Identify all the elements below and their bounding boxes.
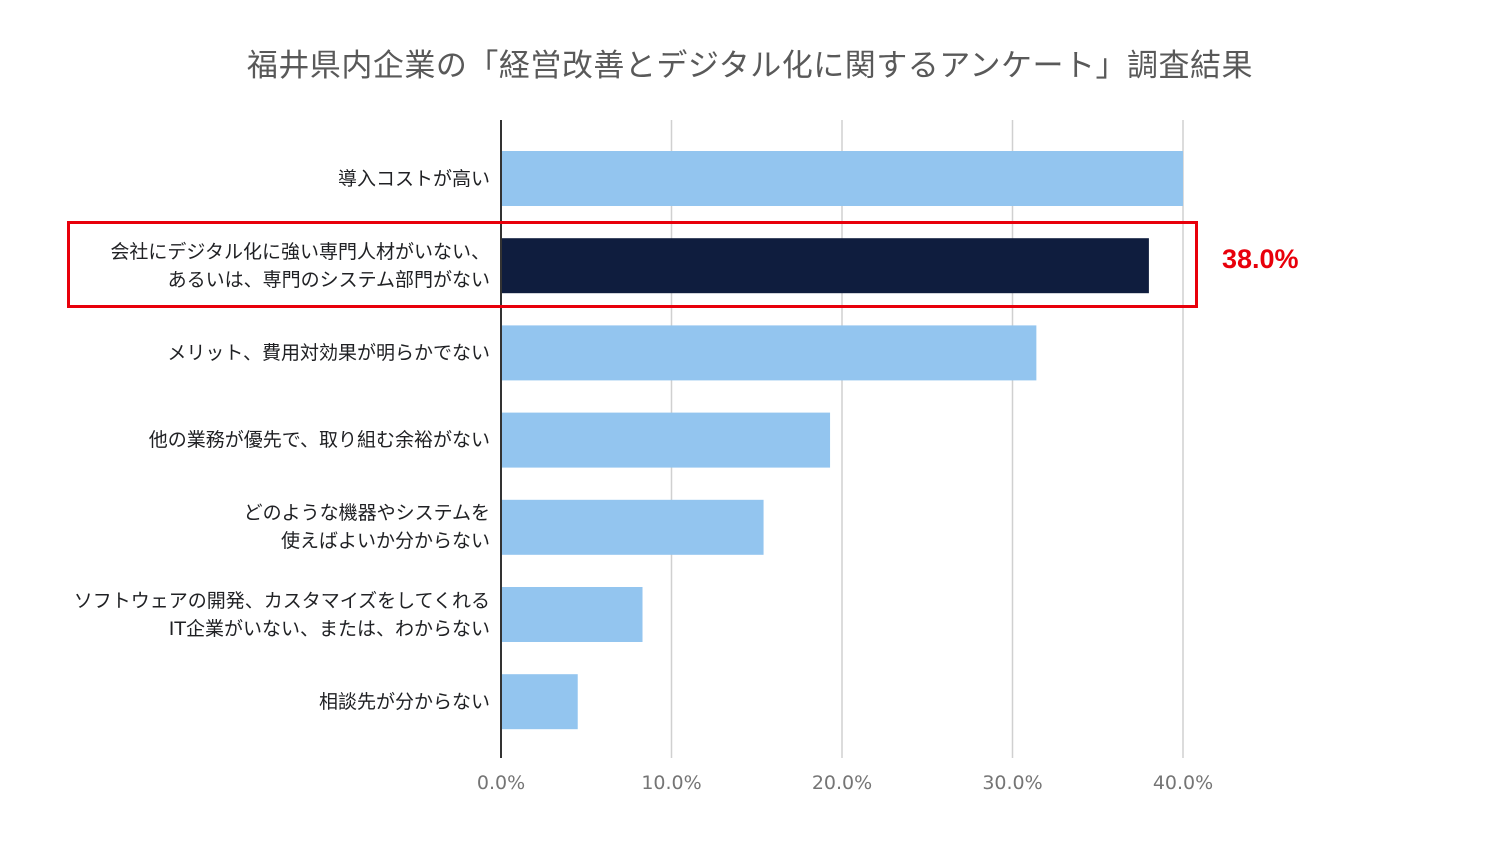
- x-tick-label: 0.0%: [476, 772, 526, 794]
- category-label-line: あるいは、専門のシステム部門がない: [167, 268, 490, 291]
- bar-4: [501, 499, 764, 555]
- x-tick-label: 20.0%: [811, 772, 873, 794]
- bar-3: [501, 412, 831, 468]
- category-label: どのような機器やシステムを使えばよいか分からない: [50, 499, 490, 555]
- x-tick-label: 40.0%: [1152, 772, 1214, 794]
- category-label-line: 相談先が分からない: [318, 690, 490, 713]
- category-label: 導入コストが高い: [50, 165, 490, 193]
- bar-1: [501, 238, 1149, 294]
- x-tick-label: 10.0%: [641, 772, 702, 794]
- x-tick-label: 30.0%: [982, 772, 1043, 794]
- category-label-line: 導入コストが高い: [337, 167, 490, 190]
- category-label-line: 他の業務が優先で、取り組む余裕がない: [148, 429, 490, 452]
- category-label-line: ソフトウェアの開発、カスタマイズをしてくれる: [73, 589, 490, 612]
- category-label-line: 使えばよいか分からない: [280, 530, 490, 553]
- bar-2: [501, 325, 1037, 381]
- category-label: 会社にデジタル化に強い専門人材がいない、あるいは、専門のシステム部門がない: [50, 238, 490, 294]
- category-label: 他の業務が優先で、取り組む余裕がない: [50, 426, 490, 454]
- category-label-line: IT企業がいない、または、わからない: [168, 617, 490, 640]
- highlight-value-label: 38.0%: [1222, 244, 1299, 274]
- bar-6: [501, 674, 578, 730]
- highlight-frame: [67, 221, 1198, 308]
- chart-title: 福井県内企業の「経営改善とデジタル化に関するアンケート」調査結果: [246, 48, 1254, 84]
- bar-0: [501, 151, 1183, 206]
- category-label-line: メリット、費用対効果が明らかでない: [167, 341, 490, 364]
- category-label-line: 会社にデジタル化に強い専門人材がいない、: [110, 240, 490, 263]
- category-label: ソフトウェアの開発、カスタマイズをしてくれる IT企業がいない、または、わからない: [50, 587, 490, 643]
- category-label: 相談先が分からない: [50, 688, 490, 716]
- bar-5: [501, 587, 643, 642]
- category-label: メリット、費用対効果が明らかでない: [50, 339, 490, 367]
- category-label-line: どのような機器やシステムを: [243, 502, 490, 525]
